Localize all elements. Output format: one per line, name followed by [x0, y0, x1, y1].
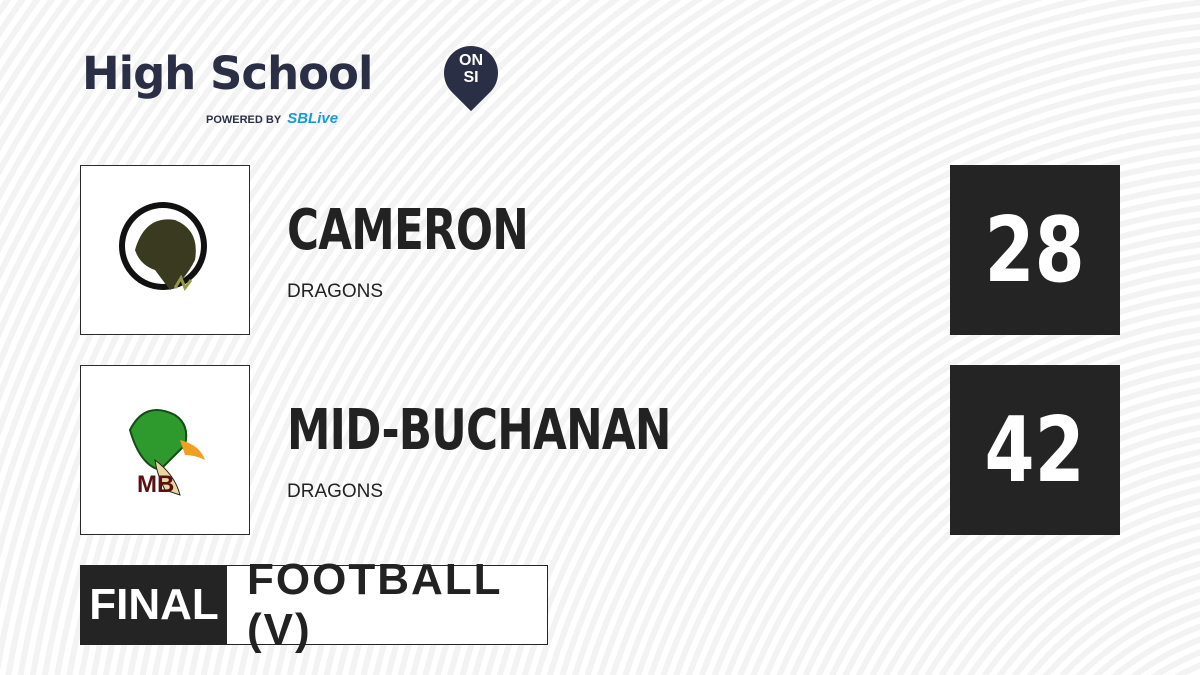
- score-value: 28: [984, 197, 1086, 303]
- team-mascot: DRAGONS: [287, 281, 384, 302]
- team-score: 42: [950, 365, 1120, 535]
- team-logo-mid-buchanan: MB: [80, 365, 250, 535]
- team-mascot: DRAGONS: [287, 481, 384, 502]
- team-name: CAMERON: [287, 198, 529, 263]
- status-badge: FINAL: [81, 566, 227, 644]
- brand-logo: High School ON SI POWERED BY SBLive: [82, 34, 510, 127]
- on-si-badge: ON SI: [444, 52, 498, 86]
- powered-by: POWERED BY SBLive: [206, 110, 338, 127]
- svg-text:MB: MB: [137, 471, 174, 498]
- partner-name: SBLive: [287, 110, 339, 127]
- team-name: MID-BUCHANAN: [287, 398, 671, 463]
- badge-bottom: SI: [463, 69, 479, 86]
- game-status-bar: FINAL FOOTBALL (V): [80, 555, 548, 654]
- score-value: 42: [984, 397, 1086, 503]
- dragon-icon: MB: [128, 409, 205, 498]
- dragon-icon: [119, 202, 207, 292]
- powered-by-label: POWERED BY: [206, 114, 282, 126]
- brand-title: High School: [82, 47, 373, 100]
- team-score: 28: [950, 165, 1120, 335]
- sport-label: FOOTBALL (V): [247, 555, 502, 654]
- badge-top: ON: [459, 52, 483, 69]
- sblive-logo: SBLive: [287, 110, 338, 127]
- team-logo-cameron: [80, 165, 250, 335]
